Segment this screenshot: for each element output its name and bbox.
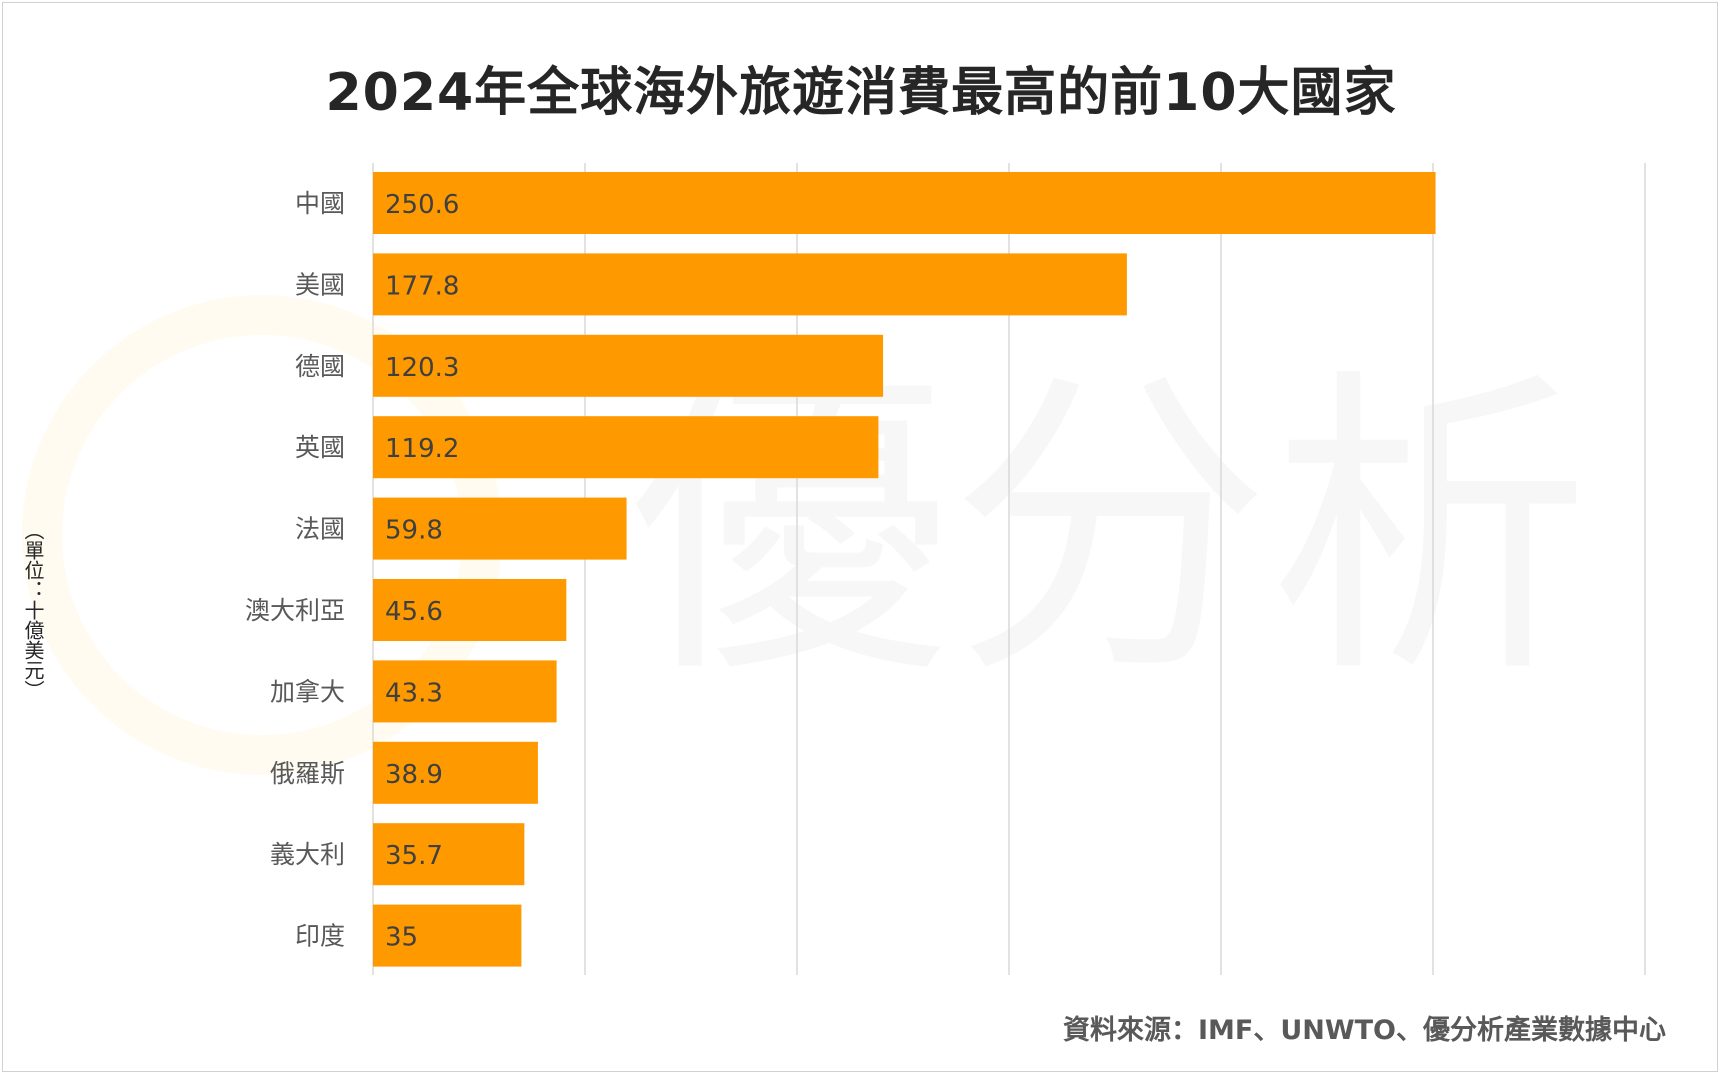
data-label: 43.3 (385, 678, 443, 708)
data-label: 45.6 (385, 597, 443, 627)
bar (373, 741, 538, 804)
bar (373, 660, 557, 723)
category-label: 義大利 (270, 840, 345, 869)
bar (373, 253, 1127, 316)
category-label: 德國 (295, 352, 345, 381)
bar (373, 579, 567, 641)
watermark-text: 優分析 (630, 344, 1590, 716)
data-label: 35.7 (385, 841, 443, 871)
category-label: 英國 (295, 433, 345, 462)
category-label: 中國 (295, 189, 345, 218)
category-label: 美國 (295, 270, 345, 299)
data-label: 35 (385, 923, 418, 953)
category-label: 俄羅斯 (270, 759, 345, 788)
bar (373, 823, 525, 886)
bar (373, 334, 884, 397)
category-label: 印度 (295, 922, 345, 951)
category-label: 法國 (295, 515, 345, 544)
bar (373, 497, 627, 560)
bar (373, 172, 1436, 234)
y-axis-unit-label: （單位：十億美元） (21, 520, 45, 700)
data-label: 38.9 (385, 760, 443, 790)
data-label: 177.8 (385, 271, 459, 301)
data-label: 59.8 (385, 516, 443, 546)
watermark-logo: 優分析 (22, 295, 1590, 775)
category-label: 澳大利亞 (245, 596, 345, 625)
bar (373, 416, 879, 479)
source-note: 資料來源：IMF、UNWTO、優分析產業數據中心 (1062, 1015, 1666, 1046)
category-label: 加拿大 (270, 677, 345, 706)
data-label: 119.2 (385, 434, 459, 464)
data-label: 250.6 (385, 190, 459, 220)
bar (373, 904, 522, 967)
chart-title: 2024年全球海外旅遊消費最高的前10大國家 (325, 63, 1397, 123)
data-label: 120.3 (385, 353, 459, 383)
